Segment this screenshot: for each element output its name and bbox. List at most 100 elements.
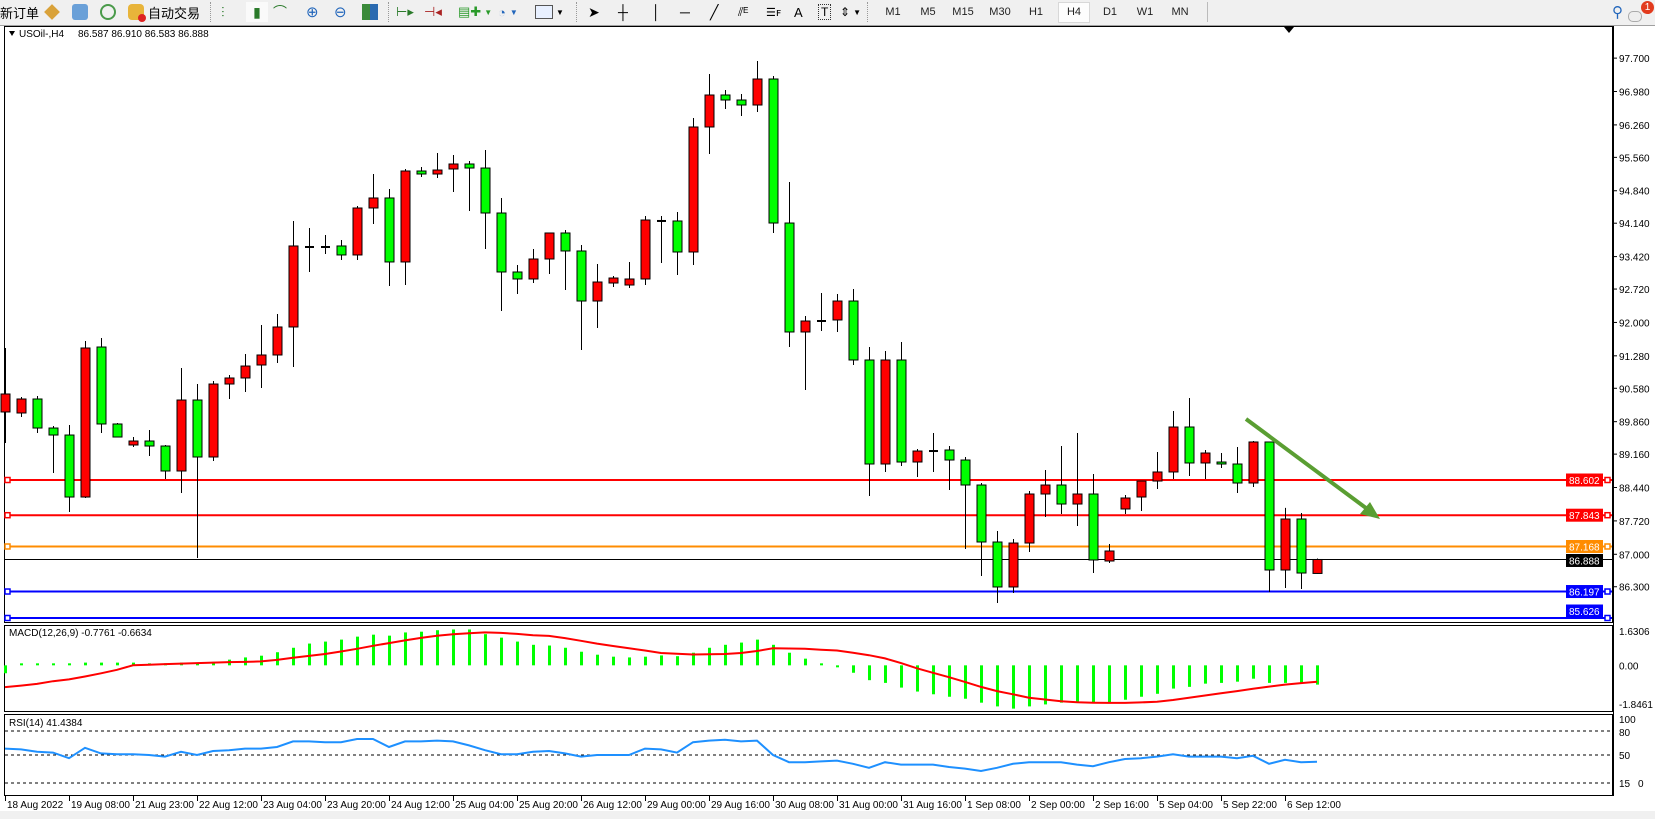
text-label-button[interactable]: T xyxy=(818,2,832,22)
candle xyxy=(176,368,187,493)
line-handle-icon[interactable] xyxy=(4,543,11,550)
price-tick-label: 92.000 xyxy=(1619,318,1650,329)
text-button[interactable]: A xyxy=(794,2,803,22)
zoom-in-button[interactable]: ⊕ xyxy=(306,2,319,22)
market-watch-icon xyxy=(44,4,60,20)
notification-button[interactable] xyxy=(1628,6,1642,26)
candle-body xyxy=(800,320,811,333)
line-chart-button[interactable]: ⌒ xyxy=(273,2,287,22)
timeframe-m15[interactable]: M15 xyxy=(952,6,974,18)
templates-button[interactable]: ▤✚ ▼ xyxy=(458,2,492,22)
macd-histogram-bar xyxy=(36,663,39,666)
line-handle-icon[interactable] xyxy=(1604,476,1611,484)
candle-body xyxy=(64,434,75,498)
candle xyxy=(1072,432,1083,527)
fibonacci-retracement-button[interactable]: ☰ꜰ xyxy=(766,2,781,22)
chart-shift-icon: ⊣◂ xyxy=(424,4,442,19)
arrows-button[interactable]: ⇕ ▼ xyxy=(840,2,861,22)
chart-shift-button[interactable]: ⊣◂ xyxy=(424,2,442,22)
crosshair-button[interactable]: ┼ xyxy=(618,2,628,22)
candle-body xyxy=(272,326,283,356)
candle-body xyxy=(496,212,507,273)
line-handle-icon[interactable] xyxy=(4,511,11,519)
zoom-out-button[interactable]: ⊖ xyxy=(334,2,347,22)
navigator-button[interactable] xyxy=(100,2,116,22)
horizontal-line-button[interactable]: ─ xyxy=(680,2,690,22)
macd-histogram-bar xyxy=(340,639,343,666)
timeframe-m30[interactable]: M30 xyxy=(989,6,1011,18)
line-handle-icon[interactable] xyxy=(1604,614,1611,622)
macd-histogram-bar xyxy=(948,665,951,697)
macd-histogram-bar xyxy=(1044,665,1047,705)
auto-trading-button[interactable]: 自动交易 xyxy=(128,2,200,22)
time-tick-label: 25 Aug 04:00 xyxy=(455,800,514,811)
macd-histogram-bar xyxy=(356,636,359,666)
timeframe-w1[interactable]: W1 xyxy=(1136,6,1154,18)
search-button[interactable]: ⚲ xyxy=(1612,2,1623,22)
macd-histogram-bar xyxy=(4,665,7,674)
candle-body xyxy=(1232,463,1243,484)
candle xyxy=(1264,441,1275,592)
line-handle-icon[interactable] xyxy=(4,588,11,595)
timeframe-d1[interactable]: D1 xyxy=(1102,6,1118,18)
line-handle-icon[interactable] xyxy=(4,476,11,484)
cursor-button[interactable]: ➤ xyxy=(588,2,600,22)
time-tick-label: 31 Aug 00:00 xyxy=(839,800,898,811)
trend-arrow[interactable] xyxy=(1244,417,1380,519)
timeframe-mn[interactable]: MN xyxy=(1171,6,1189,18)
candle-body xyxy=(720,94,731,101)
candle xyxy=(416,167,427,177)
periods-button[interactable]: ◔ ▼ xyxy=(498,2,518,22)
candle xyxy=(1184,398,1195,477)
trend-arrow-line[interactable] xyxy=(1244,417,1372,513)
candle xyxy=(528,248,539,284)
vertical-line-button[interactable]: │ xyxy=(652,2,661,22)
macd-histogram-bar xyxy=(628,657,631,666)
candle-body xyxy=(16,398,27,414)
line-handle-icon[interactable] xyxy=(4,614,11,622)
timeframe-h4[interactable]: H4 xyxy=(1058,2,1090,23)
line-handle-icon[interactable] xyxy=(1604,588,1611,595)
candle-body xyxy=(256,354,267,366)
auto-scroll-button[interactable]: ⊢▸ xyxy=(396,2,414,22)
candlestick-button[interactable]: ▮ xyxy=(246,2,268,22)
level-price-label: 85.626 xyxy=(1569,607,1600,618)
price-tick-label: 93.420 xyxy=(1619,253,1650,264)
candle xyxy=(400,168,411,286)
market-watch-button[interactable] xyxy=(44,2,60,22)
line-handle-icon[interactable] xyxy=(1604,543,1611,550)
candle xyxy=(880,351,891,472)
level-price-label-bg xyxy=(1566,604,1603,618)
new-order-button[interactable]: 新订单 xyxy=(0,2,39,22)
timeframe-m5[interactable]: M5 xyxy=(920,6,936,18)
templates-icon: ▤✚ xyxy=(458,4,482,19)
candle-body xyxy=(112,423,123,438)
chart-shift-marker-icon[interactable] xyxy=(1284,27,1294,33)
candle xyxy=(240,354,251,392)
macd-histogram-bar xyxy=(1204,665,1207,684)
candle xyxy=(288,220,299,367)
tile-windows-button[interactable] xyxy=(362,2,378,22)
price-tick-label: 97.700 xyxy=(1619,54,1650,65)
macd-histogram-bar xyxy=(1236,665,1239,682)
data-window-button[interactable] xyxy=(72,2,88,22)
symbol-dropdown-icon[interactable] xyxy=(9,31,15,36)
timeframe-m1[interactable]: M1 xyxy=(885,6,901,18)
price-tick-label: 92.720 xyxy=(1619,285,1650,296)
candle xyxy=(208,381,219,461)
chevron-down-icon: ▼ xyxy=(853,7,861,17)
trendline-button[interactable]: ╱ xyxy=(710,2,718,22)
time-tick-label: 30 Aug 08:00 xyxy=(775,800,834,811)
timeframe-h1[interactable]: H1 xyxy=(1028,6,1044,18)
candle-body xyxy=(224,377,235,385)
candle xyxy=(1136,480,1147,511)
indicators-button[interactable]: ▼ xyxy=(535,2,564,22)
fibonacci-expansion-button[interactable]: ⫽ᴱ xyxy=(738,2,748,22)
line-handle-icon[interactable] xyxy=(1604,511,1611,519)
navigator-icon xyxy=(100,4,116,20)
level-price-label: 87.168 xyxy=(1569,542,1600,553)
macd-histogram-bar xyxy=(292,647,295,666)
bar-chart-button[interactable]: ⫶ xyxy=(221,2,225,22)
macd-histogram-bar xyxy=(1140,665,1143,697)
